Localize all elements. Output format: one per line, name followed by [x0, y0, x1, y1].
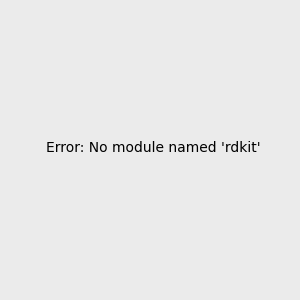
- Text: Error: No module named 'rdkit': Error: No module named 'rdkit': [46, 140, 261, 154]
